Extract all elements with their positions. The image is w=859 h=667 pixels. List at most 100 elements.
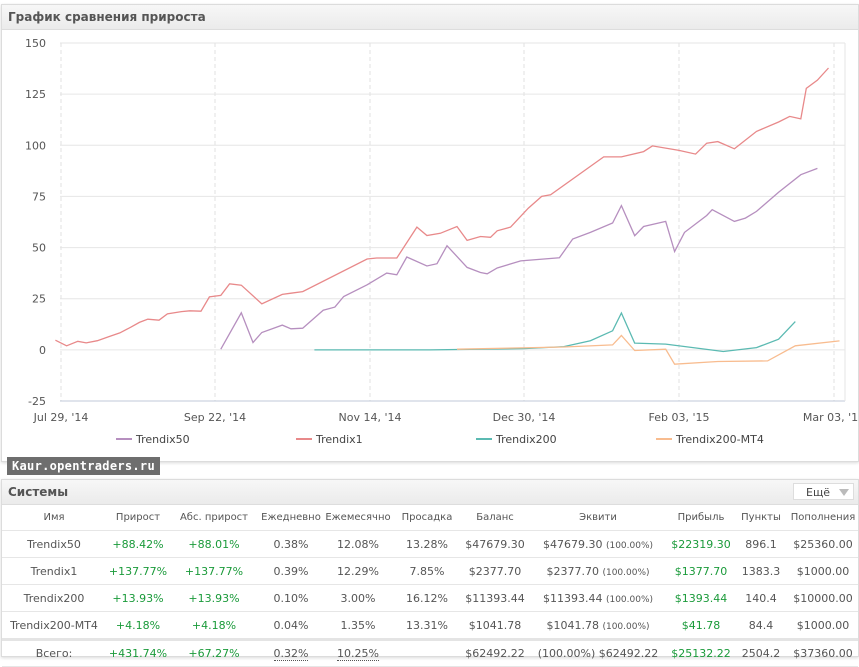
- legend-item: Trendix200-MT4: [675, 433, 764, 446]
- cell-daily: 0.10%: [258, 584, 324, 612]
- more-label: Ещё: [806, 486, 831, 499]
- table-row[interactable]: Trendix50 +88.42% +88.01% 0.38% 12.08% 13.28%…: [2, 530, 858, 558]
- cell-balance: $11393.44: [462, 584, 528, 612]
- y-tick-label: 75: [32, 190, 46, 203]
- cell-profit: $1393.44: [668, 584, 734, 612]
- total-pips: 2504.2: [734, 638, 788, 667]
- table-row[interactable]: Trendix200-MT4 +4.18% +4.18% 0.04% 1.35% 13.3…: [2, 611, 858, 640]
- cell-gain: +4.18%: [106, 611, 170, 640]
- total-monthly[interactable]: 10.25%: [324, 638, 392, 667]
- cell-balance: $1041.78: [462, 611, 528, 640]
- cell-drawdown: 16.12%: [392, 584, 462, 612]
- y-tick-label: 25: [32, 293, 46, 306]
- total-equity: (100.00%) $62492.22: [528, 638, 668, 667]
- cell-monthly: 12.08%: [324, 530, 392, 558]
- cell-drawdown: 13.28%: [392, 530, 462, 558]
- cell-equity: $11393.44 (100.00%): [528, 584, 668, 612]
- column-header[interactable]: Прирост: [106, 505, 170, 531]
- column-header[interactable]: Эквити: [528, 505, 668, 531]
- legend-item: Trendix50: [135, 433, 190, 446]
- table-header: Имя Прирост Абс. прирост Ежедневно Ежемесячн…: [2, 505, 858, 531]
- column-header[interactable]: Пополнения: [788, 505, 858, 531]
- total-label: Всего:: [2, 638, 106, 667]
- series-line-trendix1: [55, 67, 829, 347]
- cell-pips: 140.4: [734, 584, 788, 612]
- total-deposits: $37360.00: [788, 638, 858, 667]
- total-gain: +431.74%: [106, 638, 170, 667]
- cell-deposits: $25360.00: [788, 530, 858, 558]
- cell-name: Trendix200: [2, 584, 106, 612]
- column-header[interactable]: Пункты: [734, 505, 788, 531]
- y-tick-label: 150: [25, 37, 46, 50]
- systems-panel: Системы Ещё Имя Прирост Абс. прирост Ежедне…: [1, 479, 859, 667]
- cell-profit: $1377.70: [668, 557, 734, 585]
- cell-profit: $22319.30: [668, 530, 734, 558]
- systems-table: Имя Прирост Абс. прирост Ежедневно Ежемесячн…: [2, 505, 858, 667]
- column-header[interactable]: Абс. прирост: [170, 505, 258, 531]
- y-tick-label: 0: [39, 344, 46, 357]
- cell-name: Trendix1: [2, 557, 106, 585]
- cell-drawdown: 13.31%: [392, 611, 462, 640]
- systems-title: Системы: [8, 485, 69, 499]
- cell-abs_gain: +88.01%: [170, 530, 258, 558]
- column-header[interactable]: Ежедневно: [258, 505, 324, 531]
- cell-deposits: $1000.00: [788, 611, 858, 640]
- panel-title: Системы Ещё: [2, 480, 858, 505]
- watermark: Kaur.opentraders.ru: [7, 457, 160, 475]
- cell-name: Trendix50: [2, 530, 106, 558]
- cell-abs_gain: +13.93%: [170, 584, 258, 612]
- series-line-trendix200-mt4: [456, 334, 840, 365]
- x-tick-label: Dec 30, '14: [493, 411, 556, 424]
- x-tick-label: Feb 03, '15: [649, 411, 710, 424]
- y-tick-label: 125: [25, 88, 46, 101]
- y-tick-label: -25: [28, 395, 46, 408]
- growth-chart-panel: График сравнения прироста 150 125 100 75 50 2…: [1, 4, 859, 462]
- column-header[interactable]: Ежемесячно: [324, 505, 392, 531]
- cell-gain: +137.77%: [106, 557, 170, 585]
- total-daily[interactable]: 0.32%: [258, 638, 324, 667]
- y-tick-label: 50: [32, 242, 46, 255]
- total-profit: $25132.22: [668, 638, 734, 667]
- cell-drawdown: 7.85%: [392, 557, 462, 585]
- cell-gain: +88.42%: [106, 530, 170, 558]
- cell-deposits: $1000.00: [788, 557, 858, 585]
- cell-monthly: 12.29%: [324, 557, 392, 585]
- cell-pips: 84.4: [734, 611, 788, 640]
- x-tick-label: Jul 29, '14: [33, 411, 89, 424]
- total-balance: $62492.22: [462, 638, 528, 667]
- cell-equity: $1041.78 (100.00%): [528, 611, 668, 640]
- cell-deposits: $10000.00: [788, 584, 858, 612]
- x-tick-label: Nov 14, '14: [339, 411, 402, 424]
- cell-daily: 0.04%: [258, 611, 324, 640]
- series-line-trendix50: [220, 167, 818, 350]
- table-row[interactable]: Trendix1 +137.77% +137.77% 0.39% 12.29% 7.85%…: [2, 557, 858, 585]
- column-header[interactable]: Имя: [2, 505, 106, 531]
- table-row[interactable]: Trendix200 +13.93% +13.93% 0.10% 3.00% 16.12%…: [2, 584, 858, 612]
- column-header[interactable]: Просадка: [392, 505, 462, 531]
- chevron-down-icon: [839, 489, 849, 496]
- column-header[interactable]: Прибыль: [668, 505, 734, 531]
- cell-daily: 0.38%: [258, 530, 324, 558]
- cell-monthly: 3.00%: [324, 584, 392, 612]
- cell-daily: 0.39%: [258, 557, 324, 585]
- legend-item: Trendix200: [495, 433, 557, 446]
- cell-gain: +13.93%: [106, 584, 170, 612]
- series-line-trendix200: [314, 311, 796, 353]
- x-tick-label: Sep 22, '14: [184, 411, 246, 424]
- cell-balance: $47679.30: [462, 530, 528, 558]
- cell-name: Trendix200-MT4: [2, 611, 106, 640]
- x-tick-label: Mar 03, '15: [803, 411, 858, 424]
- total-drawdown: [392, 638, 462, 667]
- cell-equity: $2377.70 (100.00%): [528, 557, 668, 585]
- cell-abs_gain: +137.77%: [170, 557, 258, 585]
- legend-item: Trendix1: [315, 433, 363, 446]
- column-header[interactable]: Баланс: [462, 505, 528, 531]
- cell-profit: $41.78: [668, 611, 734, 640]
- total-row: Всего: +431.74% +67.27% 0.32% 10.25% $62492.2…: [2, 638, 858, 667]
- cell-balance: $2377.70: [462, 557, 528, 585]
- more-dropdown[interactable]: Ещё: [793, 483, 854, 500]
- cell-pips: 1383.3: [734, 557, 788, 585]
- total-abs_gain: +67.27%: [170, 638, 258, 667]
- cell-monthly: 1.35%: [324, 611, 392, 640]
- cell-equity: $47679.30 (100.00%): [528, 530, 668, 558]
